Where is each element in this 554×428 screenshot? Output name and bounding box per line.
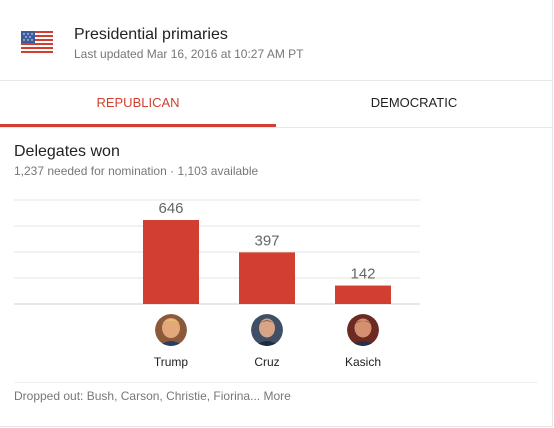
- candidate-row: Trump Cruz Kasic: [0, 314, 552, 374]
- candidate-trump[interactable]: Trump: [131, 314, 211, 369]
- bar-kasich[interactable]: [335, 285, 391, 304]
- trump-avatar: [155, 314, 187, 346]
- bar-value-label: 397: [254, 232, 279, 249]
- more-link[interactable]: More: [263, 389, 291, 403]
- last-updated: Last updated Mar 16, 2016 at 10:27 AM PT: [74, 47, 304, 61]
- tab-democratic[interactable]: DEMOCRATIC: [370, 95, 458, 110]
- delegates-chart: 646 397 142: [14, 199, 420, 306]
- dropped-out: Dropped out: Bush, Carson, Christie, Fio…: [14, 389, 291, 403]
- us-flag-icon: [21, 31, 53, 55]
- candidate-kasich[interactable]: Kasich: [323, 314, 403, 369]
- tab-republican[interactable]: REPUBLICAN: [96, 95, 180, 110]
- bar-chart: 646 397 142: [14, 199, 420, 305]
- divider: [14, 382, 538, 383]
- candidate-name: Trump: [153, 355, 189, 369]
- active-tab-indicator: [0, 124, 276, 127]
- bar-trump[interactable]: [143, 220, 199, 304]
- delegates-subtitle: 1,237 needed for nomination · 1,103 avai…: [14, 164, 259, 178]
- card-title: Presidential primaries: [74, 26, 228, 43]
- candidate-name: Cruz: [254, 355, 280, 369]
- party-tabs: REPUBLICAN DEMOCRATIC: [0, 80, 552, 128]
- card-header: Presidential primaries Last updated Mar …: [0, 0, 552, 80]
- candidate-name: Kasich: [344, 355, 382, 369]
- kasich-avatar: [347, 314, 379, 346]
- bar-value-label: 142: [350, 266, 375, 283]
- cruz-avatar: [251, 314, 283, 346]
- bar-cruz[interactable]: [239, 252, 295, 304]
- delegates-title: Delegates won: [14, 143, 120, 160]
- bar-value-label: 646: [158, 200, 183, 217]
- dropped-out-text: Dropped out: Bush, Carson, Christie, Fio…: [14, 389, 261, 403]
- candidate-cruz[interactable]: Cruz: [227, 314, 307, 369]
